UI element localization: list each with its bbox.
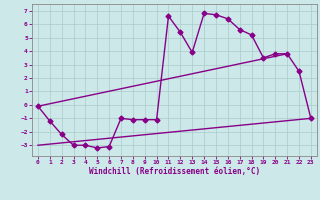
X-axis label: Windchill (Refroidissement éolien,°C): Windchill (Refroidissement éolien,°C): [89, 167, 260, 176]
